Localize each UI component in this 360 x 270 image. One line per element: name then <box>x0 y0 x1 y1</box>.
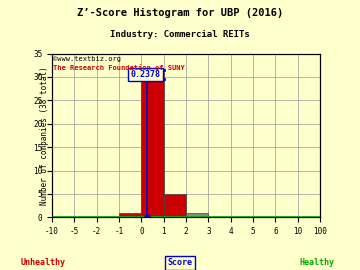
Text: Unhealthy: Unhealthy <box>21 258 66 267</box>
Bar <box>141 72 164 217</box>
Y-axis label: Number of companies (38 total): Number of companies (38 total) <box>40 66 49 205</box>
Bar <box>186 213 208 217</box>
Text: Industry: Commercial REITs: Industry: Commercial REITs <box>110 30 250 39</box>
Text: 0.2378: 0.2378 <box>131 70 161 79</box>
Text: Z’-Score Histogram for UBP (2016): Z’-Score Histogram for UBP (2016) <box>77 8 283 18</box>
Bar <box>119 213 141 217</box>
Bar <box>164 194 186 217</box>
Text: ©www.textbiz.org: ©www.textbiz.org <box>53 56 121 62</box>
Text: Score: Score <box>167 258 193 267</box>
Text: The Research Foundation of SUNY: The Research Foundation of SUNY <box>53 65 185 71</box>
Text: Healthy: Healthy <box>299 258 334 267</box>
